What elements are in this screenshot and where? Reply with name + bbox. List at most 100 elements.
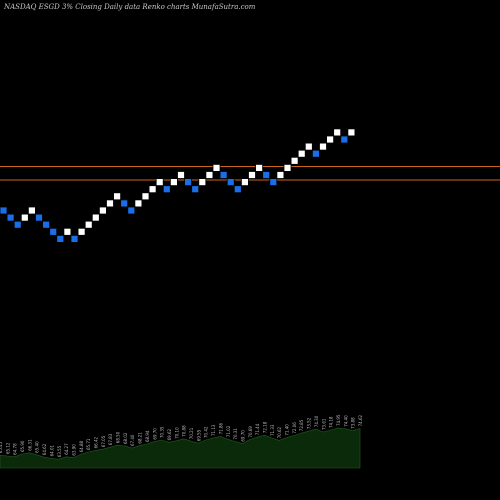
volume-label-45: 73.61 xyxy=(321,418,326,430)
volume-label-40: 71.40 xyxy=(285,424,290,436)
volume-label-9: 63.55 xyxy=(57,445,62,457)
volume-label-15: 67.05 xyxy=(101,435,106,447)
renko-brick-1-down xyxy=(0,206,8,215)
volume-label-50: 74.62 xyxy=(358,414,363,426)
volume-label-26: 70.88 xyxy=(182,425,187,437)
renko-brick-4-up xyxy=(20,213,29,222)
volume-label-4: 65.90 xyxy=(20,440,25,452)
volume-label-29: 70.42 xyxy=(204,426,209,438)
renko-brick-2-down xyxy=(6,213,15,222)
volume-panel: 65.45 65.12 64.78 65.90 66.31 65.40 64.62 64.01… xyxy=(0,414,363,469)
volume-label-28: 69.55 xyxy=(196,429,201,441)
renko-brick-13-up xyxy=(84,220,93,229)
renko-brick-15-up xyxy=(99,206,107,215)
volume-label-38: 71.33 xyxy=(270,424,275,436)
volume-label-5: 66.31 xyxy=(27,439,32,451)
volume-label-30: 71.13 xyxy=(211,424,216,436)
renko-brick-14-up xyxy=(91,213,100,222)
volume-label-36: 71.44 xyxy=(255,423,260,435)
renko-brick-50-up xyxy=(347,128,356,137)
renko-brick-45-down xyxy=(311,149,320,158)
volume-label-47: 74.95 xyxy=(336,414,341,426)
volume-label-16: 67.83 xyxy=(108,433,113,445)
volume-label-11: 63.90 xyxy=(72,444,77,456)
renko-bricks xyxy=(0,128,356,243)
volume-label-39: 70.62 xyxy=(277,426,282,438)
volume-label-37: 72.18 xyxy=(263,421,268,433)
volume-label-44: 74.30 xyxy=(314,415,319,427)
renko-brick-11-down xyxy=(70,234,79,243)
volume-label-25: 70.10 xyxy=(174,427,179,439)
renko-brick-27-down xyxy=(184,178,193,187)
volume-label-34: 69.70 xyxy=(240,430,245,442)
renko-brick-28-down xyxy=(191,185,200,194)
volume-label-7: 64.62 xyxy=(42,443,47,455)
volume-label-13: 65.71 xyxy=(86,438,91,450)
renko-brick-20-up xyxy=(134,199,143,208)
renko-brick-6-down xyxy=(35,213,43,222)
renko-brick-40-up xyxy=(276,171,285,179)
renko-brick-34-down xyxy=(233,185,242,194)
renko-brick-41-up xyxy=(283,163,292,172)
renko-brick-12-up xyxy=(77,227,86,236)
renko-brick-37-up xyxy=(255,163,264,172)
volume-label-48: 74.40 xyxy=(343,415,348,427)
renko-brick-16-up xyxy=(106,199,114,208)
renko-brick-18-down xyxy=(120,199,129,208)
renko-brick-38-down xyxy=(262,171,271,179)
reference-lines xyxy=(0,165,500,181)
volume-label-19: 67.40 xyxy=(130,434,135,446)
renko-brick-35-up xyxy=(240,178,249,187)
volume-label-10: 64.27 xyxy=(64,443,69,455)
volume-label-17: 68.50 xyxy=(116,431,121,443)
renko-brick-43-up xyxy=(297,149,306,158)
renko-brick-46-up xyxy=(319,142,327,151)
renko-brick-44-up xyxy=(304,142,313,151)
renko-brick-42-up xyxy=(290,156,299,165)
volume-label-1: 65.45 xyxy=(0,441,3,453)
volume-label-43: 73.52 xyxy=(307,417,312,429)
renko-brick-24-down xyxy=(162,185,171,194)
renko-brick-17-up xyxy=(113,192,121,201)
volume-label-12: 64.88 xyxy=(79,440,84,452)
renko-brick-25-up xyxy=(169,178,178,187)
chart-title: NASDAQ ESGD 3% Closing Daily data Renko … xyxy=(3,3,256,11)
renko-brick-9-down xyxy=(56,234,65,243)
renko-brick-32-down xyxy=(219,171,228,179)
renko-brick-31-up xyxy=(212,163,221,172)
volume-label-6: 65.40 xyxy=(35,441,40,453)
renko-brick-26-up xyxy=(177,171,185,179)
volume-label-20: 68.21 xyxy=(138,432,143,444)
renko-brick-10-up xyxy=(63,227,72,236)
renko-brick-8-down xyxy=(49,227,58,236)
renko-brick-49-down xyxy=(340,135,349,144)
renko-brick-47-up xyxy=(326,135,335,144)
volume-label-2: 65.12 xyxy=(5,442,10,454)
renko-brick-22-up xyxy=(148,185,157,194)
renko-brick-23-up xyxy=(155,178,164,187)
renko-brick-29-up xyxy=(198,178,207,187)
renko-brick-39-down xyxy=(269,178,278,187)
volume-label-35: 70.69 xyxy=(248,426,253,438)
volume-label-8: 64.01 xyxy=(49,444,54,456)
volume-label-42: 72.85 xyxy=(299,419,304,431)
volume-label-3: 64.78 xyxy=(13,443,18,455)
renko-brick-48-up xyxy=(333,128,342,137)
renko-brick-5-up xyxy=(27,206,36,215)
volume-label-24: 69.62 xyxy=(167,428,172,440)
volume-label-31: 71.86 xyxy=(218,422,223,434)
volume-label-22: 69.70 xyxy=(152,428,157,440)
volume-area xyxy=(0,427,361,469)
volume-label-33: 70.31 xyxy=(233,428,238,440)
renko-brick-30-up xyxy=(205,171,214,179)
volume-label-21: 68.94 xyxy=(145,430,150,442)
volume-label-23: 70.35 xyxy=(160,426,165,438)
volume-label-32: 71.02 xyxy=(226,425,231,437)
volume-label-14: 66.42 xyxy=(94,436,99,448)
volume-label-46: 74.18 xyxy=(329,416,334,428)
volume-label-27: 70.21 xyxy=(189,427,194,439)
renko-brick-19-down xyxy=(127,206,136,215)
renko-brick-36-up xyxy=(248,171,256,179)
